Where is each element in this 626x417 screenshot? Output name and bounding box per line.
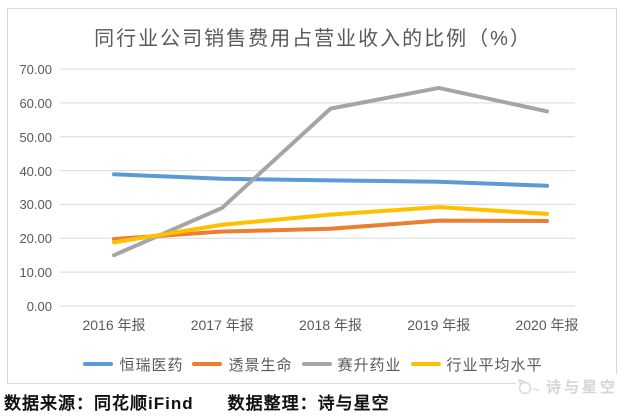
legend-line-swatch [83, 362, 114, 366]
y-axis-tick-label: 50.00 [19, 129, 52, 145]
chart-title: 同行业公司销售费用占营业收入的比例（%） [94, 28, 532, 50]
footer-data-editor: 数据整理：诗与星空 [227, 394, 390, 413]
x-axis-tick-label: 2020 年报 [515, 317, 579, 333]
legend-item-行业平均水平: 行业平均水平 [410, 354, 543, 375]
x-axis-tick-label: 2018 年报 [298, 317, 363, 333]
x-axis-tick-label: 2019 年报 [407, 317, 471, 333]
legend-item-恒瑞医药: 恒瑞医药 [83, 354, 183, 375]
y-axis-tick-label: 70.00 [19, 62, 52, 77]
legend-line-swatch [410, 362, 441, 366]
y-axis-tick-label: 30.00 [19, 197, 52, 213]
cat-logo-icon [517, 378, 540, 396]
y-axis-tick-label: 60.00 [19, 95, 52, 111]
legend: 恒瑞医药 透景生命 赛升药业 行业平均水平 [0, 354, 626, 374]
legend-item-赛升药业: 赛升药业 [301, 354, 402, 375]
x-axis-tick-label: 2017 年报 [190, 317, 254, 333]
y-axis-tick-label: 40.00 [19, 163, 52, 179]
legend-label: 行业平均水平 [446, 356, 543, 374]
y-axis-tick-label: 20.00 [19, 231, 52, 247]
legend-line-swatch [192, 362, 223, 366]
watermark: 诗与星空 [515, 374, 620, 399]
footer-data-source: 数据来源：同花顺iFind [4, 394, 194, 413]
y-axis-tick-label: 0.00 [26, 299, 52, 314]
legend-label: 赛升药业 [337, 356, 402, 374]
legend-item-透景生命: 透景生命 [192, 354, 292, 375]
footer: 数据来源：同花顺iFind 数据整理：诗与星空 [4, 389, 624, 414]
legend-label: 恒瑞医药 [119, 356, 184, 374]
y-axis-tick-label: 10.00 [19, 265, 52, 281]
legend-line-swatch [301, 362, 332, 366]
legend-label: 透景生命 [228, 356, 293, 374]
x-axis-tick-label: 2016 年报 [82, 317, 146, 333]
watermark-text: 诗与星空 [545, 379, 618, 396]
